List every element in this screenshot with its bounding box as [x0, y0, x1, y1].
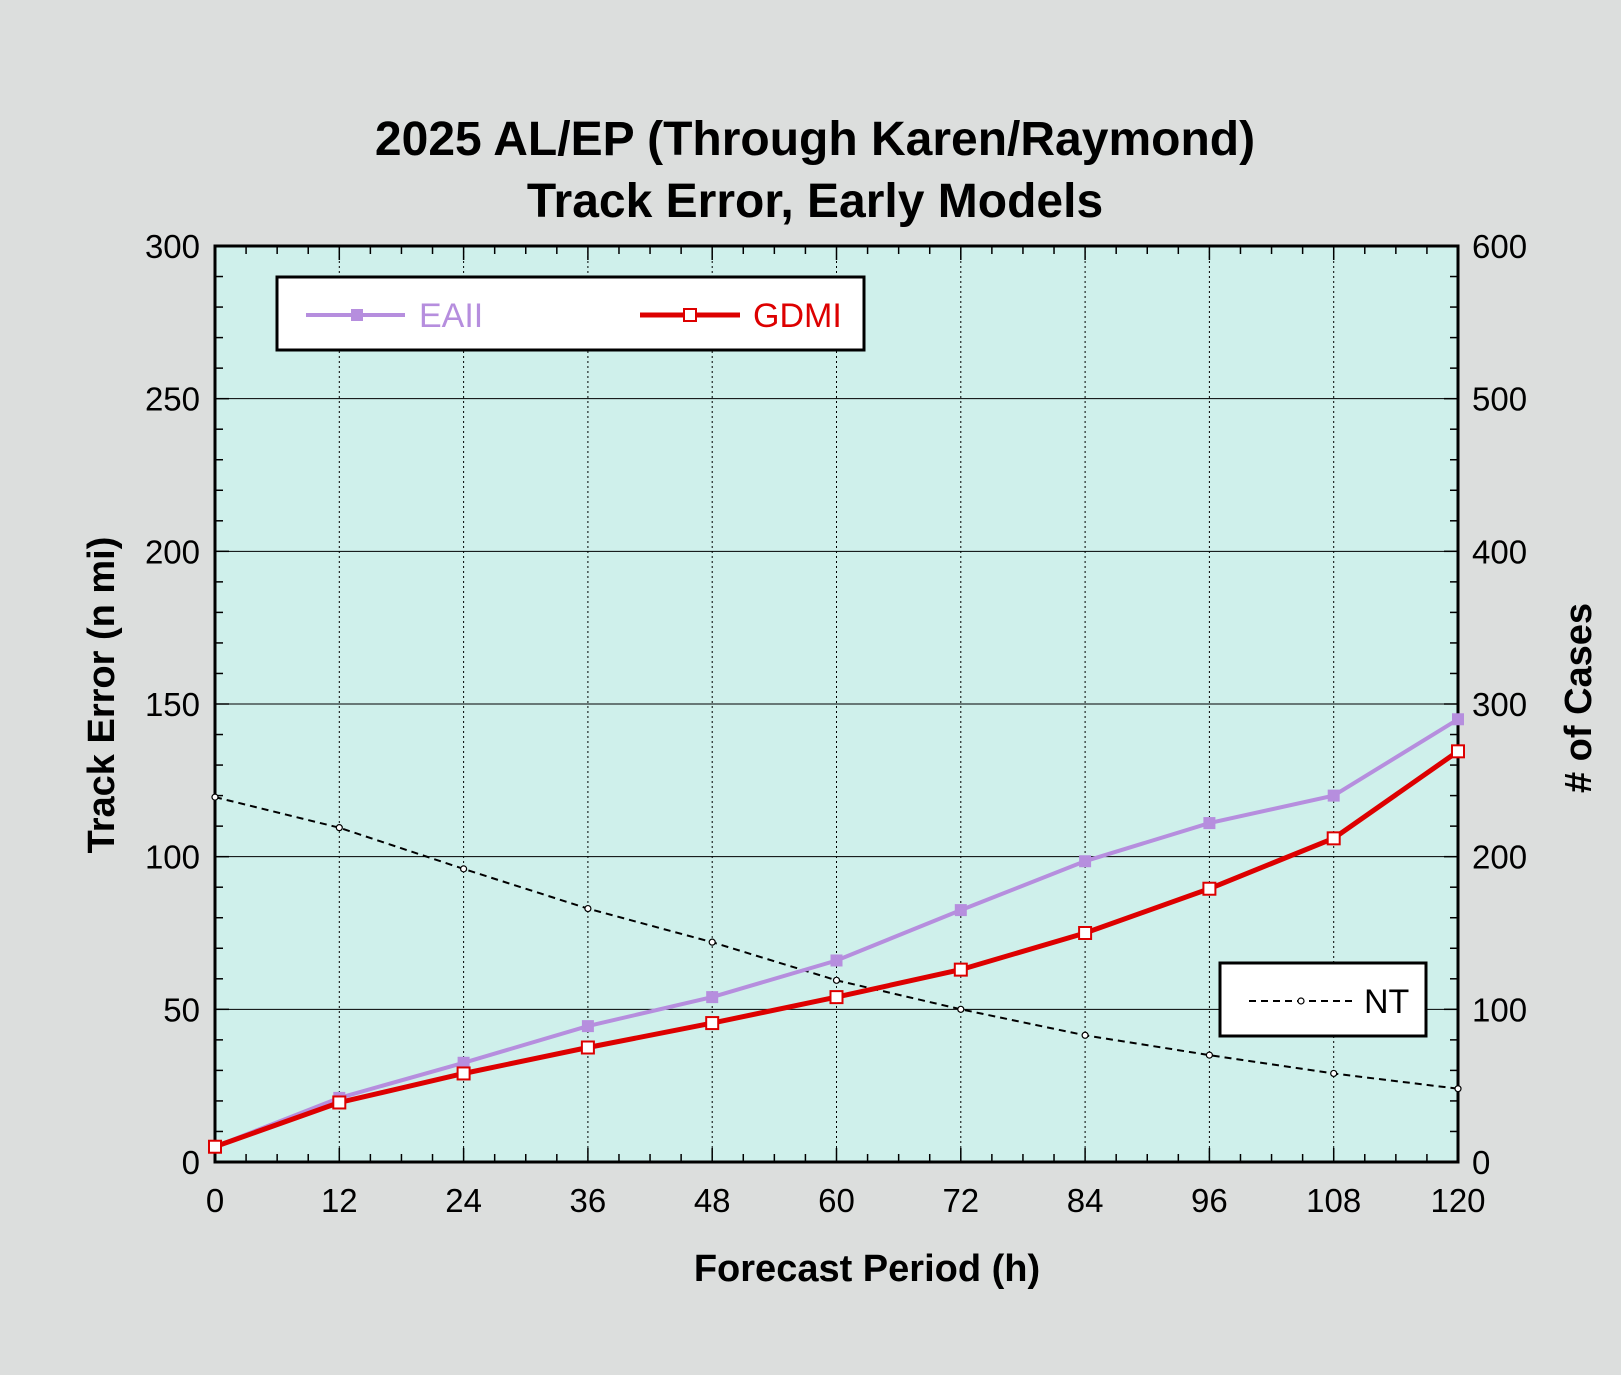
y-tick-label: 50	[163, 991, 200, 1028]
point-eaii	[457, 1056, 470, 1069]
series-layer	[208, 713, 1465, 1154]
legend-main: EAII GDMI	[275, 275, 866, 352]
x-tick-label: 120	[1430, 1182, 1485, 1219]
legend-nt-marker	[1297, 997, 1305, 1005]
point-eaii	[581, 1020, 594, 1033]
x-tick-label: 36	[570, 1182, 607, 1219]
legend-gdmi-label: GDMI	[753, 297, 842, 335]
x-tick-label: 48	[694, 1182, 731, 1219]
x-tick-label: 12	[321, 1182, 358, 1219]
plot-frame	[213, 244, 1460, 1164]
point-nt	[1454, 1085, 1462, 1093]
point-gdmi	[1202, 881, 1217, 896]
point-gdmi	[1078, 926, 1093, 940]
y-tick-label: 100	[145, 839, 200, 876]
legend-cases: NT	[1218, 961, 1428, 1038]
y-axis-title: Track Error (n mi)	[81, 537, 123, 854]
y2-tick-label: 600	[1472, 228, 1527, 265]
y2-tick-label: 0	[1472, 1144, 1490, 1181]
y2-tick-label: 500	[1472, 381, 1527, 418]
point-eaii	[1079, 855, 1092, 868]
legend-cases-box	[1218, 961, 1428, 1038]
x-tick-label: 60	[818, 1182, 855, 1219]
x-tick-label: 96	[1191, 1182, 1228, 1219]
x-tick-label: 108	[1306, 1182, 1361, 1219]
x-tick-label: 24	[445, 1182, 482, 1219]
y2-tick-label: 100	[1472, 991, 1527, 1028]
y-tick-label: 0	[182, 1144, 200, 1181]
point-gdmi	[1451, 744, 1465, 759]
y-tick-label: 150	[145, 686, 200, 723]
y-tick-label: 200	[145, 533, 200, 570]
y2-axis-title: # of Cases	[1558, 603, 1600, 793]
point-eaii	[1452, 713, 1464, 726]
chart-subtitle: Track Error, Early Models	[527, 175, 1103, 228]
point-nt	[832, 976, 841, 984]
x-tick-label: 0	[206, 1182, 224, 1219]
point-nt	[1330, 1069, 1338, 1078]
y-tick-label: 300	[145, 228, 200, 265]
y2-tick-label: 200	[1472, 839, 1527, 876]
x-tick-label: 84	[1067, 1182, 1104, 1219]
point-gdmi	[1326, 831, 1341, 846]
point-gdmi	[332, 1095, 347, 1110]
point-gdmi	[208, 1139, 222, 1154]
point-eaii	[954, 904, 967, 917]
point-eaii	[706, 991, 719, 1004]
y2-tick-label: 400	[1472, 533, 1527, 570]
legend-eaii-label: EAII	[419, 297, 483, 335]
y2-tick-label: 300	[1472, 686, 1527, 723]
x-axis-title: Forecast Period (h)	[694, 1248, 1040, 1290]
point-gdmi	[829, 990, 844, 1005]
point-eaii	[830, 954, 843, 967]
point-nt	[584, 904, 592, 913]
point-gdmi	[705, 1016, 720, 1031]
legend-gdmi-marker	[683, 308, 697, 322]
point-gdmi	[456, 1066, 471, 1081]
point-gdmi	[580, 1040, 595, 1055]
legend-nt-label: NT	[1364, 983, 1409, 1021]
point-nt	[1205, 1051, 1214, 1059]
point-gdmi	[953, 962, 968, 977]
tick-labels: 0 12 24 36 48 60 72 84 96 108 12005010015020025030…	[145, 228, 1527, 1219]
point-nt	[211, 793, 219, 801]
point-nt	[335, 824, 343, 832]
point-nt	[1081, 1031, 1089, 1039]
point-eaii	[1327, 789, 1340, 802]
x-tick-label: 72	[942, 1182, 979, 1219]
chart-title: 2025 AL/EP (Through Karen/Raymond)	[375, 113, 1255, 166]
y-tick-label: 250	[145, 381, 200, 418]
point-nt	[957, 1005, 965, 1013]
point-nt	[460, 865, 468, 873]
point-eaii	[1203, 817, 1216, 830]
legend-eaii-marker	[351, 309, 363, 321]
point-nt	[708, 938, 716, 946]
